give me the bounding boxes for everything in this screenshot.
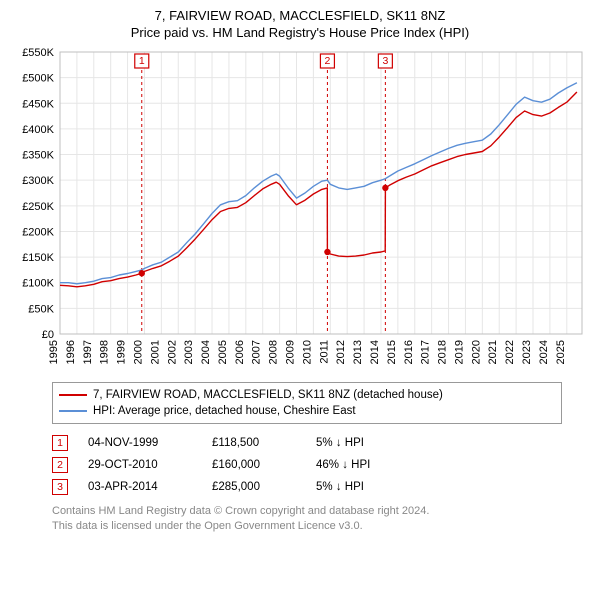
- sale-date: 29-OCT-2010: [88, 459, 198, 471]
- svg-text:2004: 2004: [200, 340, 212, 364]
- svg-text:2023: 2023: [521, 340, 533, 364]
- svg-text:2003: 2003: [183, 340, 195, 364]
- sale-price: £160,000: [212, 459, 302, 471]
- svg-text:£250K: £250K: [22, 201, 54, 213]
- svg-text:£400K: £400K: [22, 124, 54, 136]
- svg-text:2005: 2005: [217, 340, 229, 364]
- chart-svg: £0 £50K £100K £150K £200K £250K £300K £350K £400…: [12, 44, 588, 374]
- sale-marker-1: 1: [52, 435, 68, 451]
- svg-text:2024: 2024: [538, 340, 550, 364]
- svg-text:2000: 2000: [132, 340, 144, 364]
- page-title-sub: Price paid vs. HM Land Registry's House …: [12, 25, 588, 40]
- sale-diff: 5% ↓ HPI: [316, 437, 426, 449]
- svg-text:2020: 2020: [470, 340, 482, 364]
- svg-text:2006: 2006: [234, 340, 246, 364]
- svg-text:2: 2: [324, 55, 330, 67]
- legend-label-property: 7, FAIRVIEW ROAD, MACCLESFIELD, SK11 8NZ…: [93, 389, 443, 401]
- legend-swatch-hpi: [59, 410, 87, 412]
- sales-table: 1 04-NOV-1999 £118,500 5% ↓ HPI 2 29-OCT…: [52, 432, 588, 498]
- svg-text:2021: 2021: [487, 340, 499, 364]
- svg-text:1: 1: [139, 55, 145, 67]
- price-chart: £0 £50K £100K £150K £200K £250K £300K £350K £400…: [12, 44, 588, 374]
- svg-text:2013: 2013: [352, 340, 364, 364]
- svg-text:2002: 2002: [166, 340, 178, 364]
- svg-text:£550K: £550K: [22, 47, 54, 59]
- svg-text:2019: 2019: [453, 340, 465, 364]
- sale-diff: 5% ↓ HPI: [316, 481, 426, 493]
- svg-text:2025: 2025: [555, 340, 567, 364]
- svg-text:£300K: £300K: [22, 175, 54, 187]
- svg-text:2010: 2010: [301, 340, 313, 364]
- svg-text:1996: 1996: [65, 340, 77, 364]
- svg-text:2015: 2015: [386, 340, 398, 364]
- svg-text:2008: 2008: [268, 340, 280, 364]
- svg-text:£350K: £350K: [22, 150, 54, 162]
- svg-text:£150K: £150K: [22, 252, 54, 264]
- footer: Contains HM Land Registry data © Crown c…: [52, 504, 588, 534]
- svg-text:2009: 2009: [285, 340, 297, 364]
- sale-diff: 46% ↓ HPI: [316, 459, 426, 471]
- page-title-address: 7, FAIRVIEW ROAD, MACCLESFIELD, SK11 8NZ: [12, 8, 588, 23]
- svg-text:2014: 2014: [369, 340, 381, 364]
- svg-text:2001: 2001: [149, 340, 161, 364]
- legend-item-hpi: HPI: Average price, detached house, Ches…: [59, 403, 555, 419]
- svg-text:2011: 2011: [318, 340, 330, 364]
- svg-text:£500K: £500K: [22, 73, 54, 85]
- sale-marker-2: 2: [52, 457, 68, 473]
- sale-row: 2 29-OCT-2010 £160,000 46% ↓ HPI: [52, 454, 588, 476]
- sale-row: 3 03-APR-2014 £285,000 5% ↓ HPI: [52, 476, 588, 498]
- svg-text:£200K: £200K: [22, 226, 54, 238]
- svg-text:£100K: £100K: [22, 278, 54, 290]
- svg-text:3: 3: [382, 55, 388, 67]
- sale-row: 1 04-NOV-1999 £118,500 5% ↓ HPI: [52, 432, 588, 454]
- svg-text:£0: £0: [42, 329, 54, 341]
- svg-text:1999: 1999: [116, 340, 128, 364]
- sale-date: 03-APR-2014: [88, 481, 198, 493]
- legend: 7, FAIRVIEW ROAD, MACCLESFIELD, SK11 8NZ…: [52, 382, 562, 424]
- footer-copyright: Contains HM Land Registry data © Crown c…: [52, 504, 588, 519]
- legend-swatch-property: [59, 394, 87, 396]
- legend-item-property: 7, FAIRVIEW ROAD, MACCLESFIELD, SK11 8NZ…: [59, 387, 555, 403]
- sale-marker-3: 3: [52, 479, 68, 495]
- legend-label-hpi: HPI: Average price, detached house, Ches…: [93, 405, 356, 417]
- svg-text:2022: 2022: [504, 340, 516, 364]
- svg-text:2016: 2016: [403, 340, 415, 364]
- sale-price: £118,500: [212, 437, 302, 449]
- sale-price: £285,000: [212, 481, 302, 493]
- svg-text:2012: 2012: [335, 340, 347, 364]
- svg-text:£50K: £50K: [28, 303, 54, 315]
- svg-text:2018: 2018: [437, 340, 449, 364]
- sale-date: 04-NOV-1999: [88, 437, 198, 449]
- svg-text:2007: 2007: [251, 340, 263, 364]
- svg-text:1995: 1995: [48, 340, 60, 364]
- svg-text:1998: 1998: [99, 340, 111, 364]
- footer-licence: This data is licensed under the Open Gov…: [52, 519, 588, 534]
- svg-text:2017: 2017: [420, 340, 432, 364]
- svg-text:1997: 1997: [82, 340, 94, 364]
- svg-text:£450K: £450K: [22, 98, 54, 110]
